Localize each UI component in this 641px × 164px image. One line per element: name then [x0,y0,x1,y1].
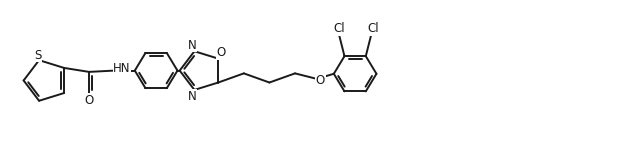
Text: O: O [85,94,94,107]
Text: N: N [187,39,196,52]
Text: N: N [187,90,196,103]
Text: S: S [35,49,42,62]
Text: O: O [316,74,325,87]
Text: Cl: Cl [367,22,379,35]
Text: Cl: Cl [333,22,345,35]
Text: O: O [216,46,226,59]
Text: HN: HN [113,62,131,75]
